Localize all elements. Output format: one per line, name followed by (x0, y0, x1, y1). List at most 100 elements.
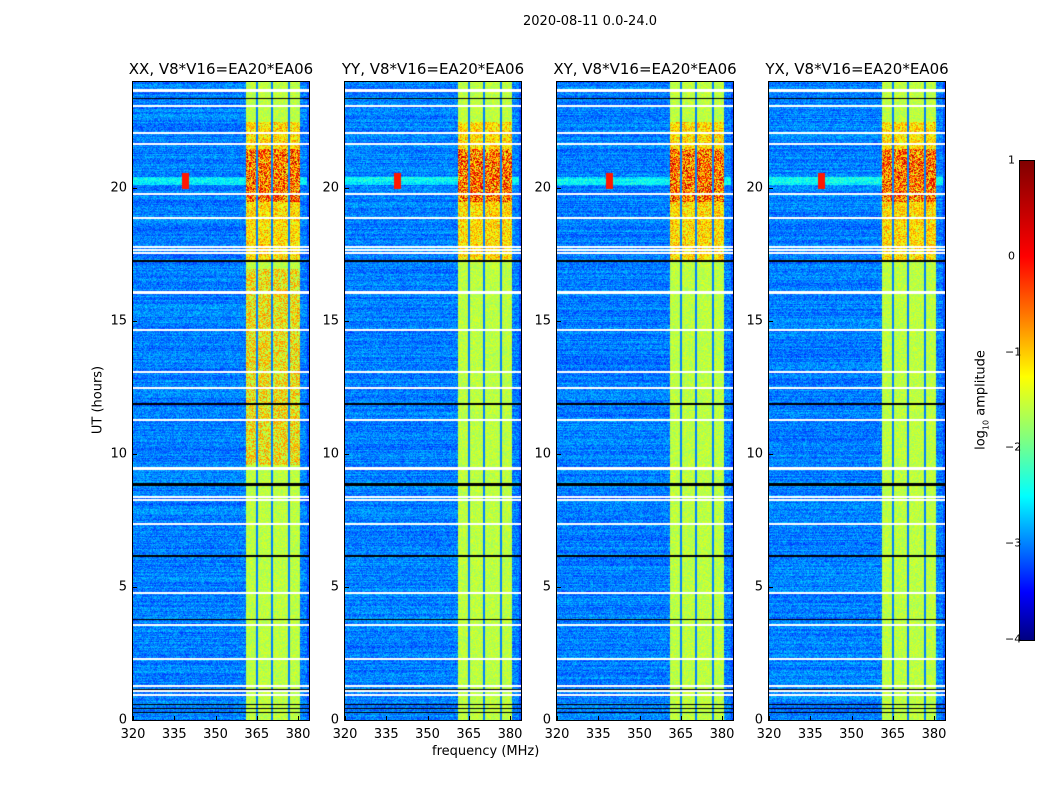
x-tick-mark (769, 716, 770, 720)
y-tick-mark (557, 587, 561, 589)
y-tick-label: 5 (330, 579, 339, 595)
x-tick-label: 320 (544, 727, 570, 742)
waterfall-panel-yx: YX, V8*V16=EA20*EA06 320 335 350 365 380 0 5 10 1… (746, 60, 948, 742)
y-tick-label: 20 (110, 180, 127, 196)
x-tick-label: 335 (585, 727, 611, 742)
x-tick-label: 365 (244, 727, 270, 742)
x-tick-mark (722, 716, 723, 720)
x-tick-label: 320 (120, 727, 146, 742)
waterfall-panel-xy: XY, V8*V16=EA20*EA06 320 335 350 365 380 0 5 10 1… (534, 60, 736, 742)
y-tick-mark (345, 720, 349, 721)
y-tick-label: 5 (118, 579, 127, 595)
colorbar-tick-label: −3 (1005, 536, 1022, 550)
x-tick-mark (256, 716, 258, 720)
colorbar-tick-label: 0 (1008, 249, 1015, 263)
x-tick-mark (345, 716, 346, 720)
x-tick-mark (468, 716, 470, 720)
x-tick-label: 350 (627, 727, 652, 742)
heatmap-canvas (769, 82, 945, 720)
x-tick-mark (427, 716, 429, 720)
x-tick-label: 350 (415, 727, 440, 742)
panel-title: YX, V8*V16=EA20*EA06 (765, 60, 949, 78)
y-tick-label: 5 (542, 579, 551, 595)
x-tick-label: 380 (709, 727, 735, 742)
y-tick-mark (557, 321, 561, 323)
x-tick-mark (598, 716, 600, 720)
x-tick-label: 335 (797, 727, 823, 742)
y-tick-label: 0 (330, 712, 339, 728)
heatmap-canvas (557, 82, 733, 720)
y-tick-mark (345, 188, 349, 190)
x-tick-mark (174, 716, 176, 720)
x-tick-mark (639, 716, 641, 720)
x-tick-mark (215, 716, 217, 720)
x-tick-mark (851, 716, 853, 720)
x-tick-label: 365 (880, 727, 906, 742)
y-tick-mark (133, 720, 137, 721)
panel-title: YY, V8*V16=EA20*EA06 (341, 60, 525, 78)
x-tick-label: 335 (373, 727, 399, 742)
x-tick-label: 380 (497, 727, 523, 742)
y-tick-label: 15 (110, 313, 127, 329)
colorbar-tick-label: −2 (1005, 440, 1022, 454)
colorbar-tick-label: −1 (1005, 345, 1022, 359)
y-axis-label: UT (hours) (90, 365, 106, 435)
panel-title: XY, V8*V16=EA20*EA06 (553, 60, 737, 78)
y-tick-mark (345, 454, 349, 456)
heatmap-canvas (133, 82, 309, 720)
x-tick-mark (557, 716, 558, 720)
y-tick-label: 10 (746, 446, 763, 462)
x-tick-mark (386, 716, 388, 720)
y-tick-mark (769, 321, 773, 323)
heatmap-canvas (345, 82, 521, 720)
y-tick-label: 15 (534, 313, 551, 329)
x-tick-label: 350 (203, 727, 228, 742)
y-tick-mark (769, 587, 773, 589)
y-tick-mark (557, 720, 561, 721)
x-tick-label: 365 (456, 727, 482, 742)
x-tick-mark (680, 716, 682, 720)
x-tick-mark (510, 716, 511, 720)
y-tick-mark (557, 188, 561, 190)
y-tick-mark (133, 188, 137, 190)
y-tick-label: 0 (118, 712, 127, 728)
colorbar-tick-label: −4 (1005, 632, 1022, 646)
colorbar (1019, 160, 1035, 641)
y-tick-label: 15 (322, 313, 339, 329)
y-tick-mark (769, 720, 773, 721)
y-tick-label: 0 (754, 712, 763, 728)
y-tick-mark (133, 587, 137, 589)
x-axis-label: frequency (MHz) (432, 744, 540, 759)
y-tick-mark (133, 321, 137, 323)
y-tick-label: 5 (754, 579, 763, 595)
y-tick-mark (769, 454, 773, 456)
x-tick-label: 380 (285, 727, 311, 742)
y-tick-label: 10 (322, 446, 339, 462)
x-tick-mark (298, 716, 299, 720)
x-tick-mark (810, 716, 812, 720)
figure-title: 2020-08-11 0.0-24.0 (523, 14, 657, 29)
x-tick-label: 320 (332, 727, 358, 742)
panel-title: XX, V8*V16=EA20*EA06 (128, 60, 314, 78)
y-tick-label: 10 (110, 446, 127, 462)
waterfall-panel-yy: YY, V8*V16=EA20*EA06 320 335 350 365 380 0 5 10 1… (322, 60, 524, 742)
x-tick-label: 380 (921, 727, 947, 742)
x-tick-mark (934, 716, 935, 720)
y-tick-label: 20 (322, 180, 339, 196)
x-tick-label: 350 (839, 727, 864, 742)
y-tick-mark (345, 321, 349, 323)
x-tick-label: 365 (668, 727, 694, 742)
x-tick-label: 320 (756, 727, 782, 742)
colorbar-label: log10 amplitude (973, 350, 991, 450)
x-tick-mark (892, 716, 894, 720)
y-tick-mark (769, 188, 773, 190)
y-tick-label: 20 (534, 180, 551, 196)
y-tick-mark (345, 587, 349, 589)
y-tick-mark (557, 454, 561, 456)
x-tick-mark (133, 716, 134, 720)
x-tick-label: 335 (161, 727, 187, 742)
y-tick-label: 15 (746, 313, 763, 329)
colorbar-tick-label: 1 (1008, 153, 1015, 167)
y-tick-label: 0 (542, 712, 551, 728)
